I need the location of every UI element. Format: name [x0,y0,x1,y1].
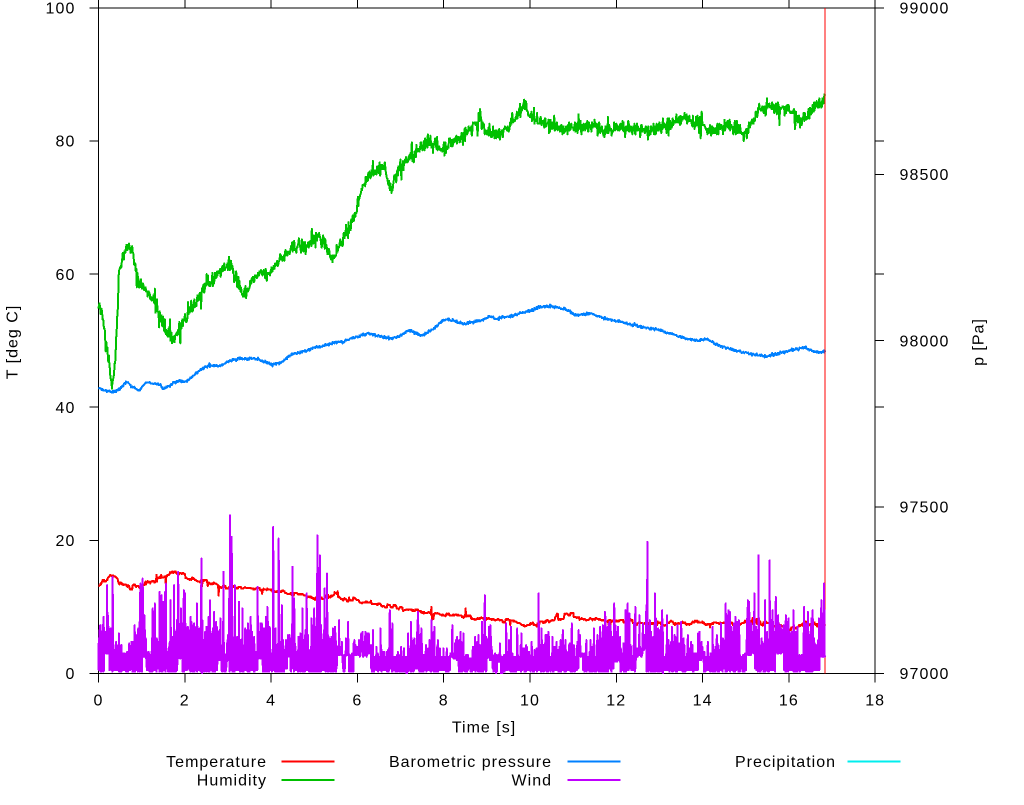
svg-text:Barometric pressure: Barometric pressure [389,754,552,771]
svg-text:60: 60 [56,267,76,284]
svg-text:18: 18 [865,693,885,710]
svg-text:Time [s]: Time [s] [452,720,516,737]
svg-text:T [deg C]: T [deg C] [5,305,22,380]
svg-text:14: 14 [693,693,713,710]
svg-text:Temperature: Temperature [166,754,267,771]
svg-text:0: 0 [94,693,104,710]
svg-text:80: 80 [56,134,76,151]
svg-text:98000: 98000 [900,333,950,350]
svg-text:0: 0 [66,666,76,683]
svg-text:10: 10 [520,693,540,710]
svg-text:2: 2 [180,693,190,710]
svg-text:Precipitation: Precipitation [735,754,836,771]
svg-text:99000: 99000 [900,1,950,18]
svg-text:100: 100 [46,1,76,18]
svg-text:97500: 97500 [900,500,950,517]
svg-text:40: 40 [56,400,76,417]
svg-text:98500: 98500 [900,167,950,184]
svg-text:Wind: Wind [512,773,552,790]
svg-text:16: 16 [779,693,799,710]
svg-text:97000: 97000 [900,666,950,683]
svg-text:6: 6 [352,693,362,710]
svg-text:20: 20 [56,533,76,550]
svg-text:12: 12 [606,693,626,710]
svg-text:Humidity: Humidity [197,773,267,790]
svg-text:p [Pa]: p [Pa] [971,318,988,366]
svg-text:8: 8 [439,693,449,710]
svg-text:4: 4 [266,693,276,710]
